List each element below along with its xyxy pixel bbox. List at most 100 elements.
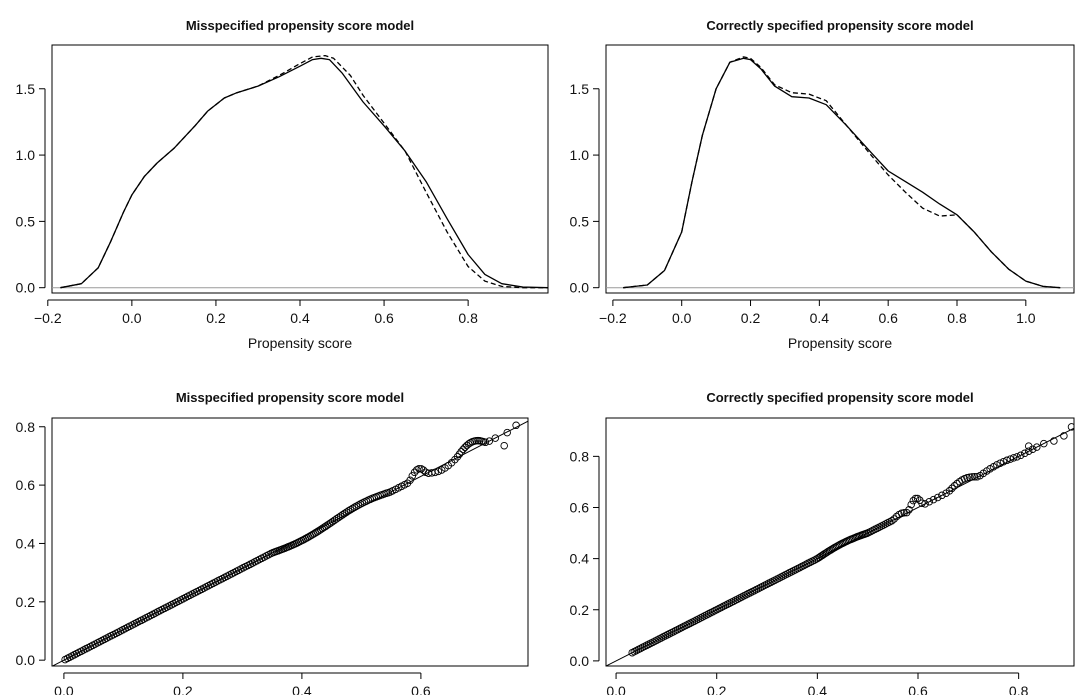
plot-frame: [605, 44, 1075, 294]
qq-point: [913, 494, 922, 503]
y-tick-label: 0.0: [16, 652, 36, 668]
x-tick-label: 0.8: [947, 310, 967, 326]
qq-point: [948, 484, 956, 493]
qq-point: [929, 495, 938, 504]
qq-point: [968, 473, 976, 481]
x-axis-label: Propensity score: [248, 335, 352, 351]
plot-frame: [51, 417, 529, 667]
qq-point: [431, 468, 439, 477]
qq-point: [1024, 442, 1033, 450]
y-tick-label: 0.8: [16, 419, 36, 435]
qq-point: [512, 421, 520, 430]
x-tick-label: 0.4: [290, 310, 310, 326]
qq-point: [328, 517, 337, 526]
qq-point: [1020, 449, 1029, 458]
qq-point: [918, 499, 926, 507]
y-tick-label: 1.5: [570, 81, 590, 97]
x-tick-label: 0.2: [206, 310, 226, 326]
qq-point: [491, 434, 500, 442]
qq-point: [327, 519, 335, 527]
qq-point: [970, 473, 979, 481]
x-tick-label: 0.4: [808, 683, 828, 695]
panel-qq-correct: Correctly specified propensity score mod…: [570, 390, 1075, 695]
density-line-dashed: [623, 56, 1061, 289]
qq-point: [1003, 456, 1011, 465]
density-line-dashed: [60, 54, 548, 289]
qq-point: [1006, 455, 1015, 463]
qq-point: [1016, 451, 1025, 460]
density-line-solid: [60, 57, 548, 289]
qq-point: [350, 503, 359, 512]
qq-point: [336, 512, 345, 520]
qq-point: [729, 597, 738, 605]
qq-point: [330, 516, 339, 524]
y-tick-label: 0.5: [16, 213, 36, 229]
qq-point: [933, 493, 942, 502]
qq-point: [1033, 443, 1041, 451]
qq-point: [996, 459, 1004, 467]
plot-frame: [51, 44, 549, 294]
panel-title: Correctly specified propensity score mod…: [706, 18, 973, 33]
qq-point: [762, 580, 771, 589]
qq-point: [750, 586, 759, 595]
y-tick-label: 0.6: [16, 477, 36, 493]
x-tick-label: 0.4: [292, 683, 312, 695]
x-tick-label: 0.8: [1009, 683, 1029, 695]
qq-point: [332, 515, 341, 523]
qq-point: [406, 476, 414, 484]
x-tick-label: 0.4: [810, 310, 830, 326]
qq-point: [410, 468, 419, 477]
qq-point: [965, 473, 974, 481]
y-tick-label: 1.0: [570, 147, 590, 163]
qq-point: [717, 603, 725, 612]
y-tick-label: 0.2: [570, 602, 590, 618]
x-tick-label: 0.0: [122, 310, 142, 326]
density-line-solid: [623, 57, 1061, 289]
qq-point: [1050, 437, 1058, 445]
x-tick-label: 0.2: [173, 683, 193, 695]
qq-point: [338, 511, 347, 519]
qq-point: [950, 482, 959, 490]
qq-point: [457, 447, 465, 456]
qq-point: [342, 508, 351, 516]
qq-point: [690, 617, 699, 625]
y-tick-label: 1.0: [16, 147, 36, 163]
y-tick-label: 0.0: [16, 280, 36, 296]
panel-title: Correctly specified propensity score mod…: [706, 390, 973, 405]
qq-point: [636, 644, 645, 653]
x-tick-label: −0.2: [34, 310, 62, 326]
y-tick-label: 0.8: [570, 448, 590, 464]
panel-title: Misspecified propensity score model: [186, 18, 414, 33]
panel-density-correct: Correctly specified propensity score mod…: [570, 18, 1075, 351]
qq-point: [709, 607, 717, 616]
qq-point: [1024, 447, 1033, 455]
qq-point: [1060, 432, 1068, 440]
qq-point: [911, 494, 920, 503]
qq-point: [783, 570, 792, 578]
qq-point: [802, 560, 810, 569]
qq-point: [953, 479, 961, 488]
qq-point: [354, 501, 363, 509]
qq-point: [352, 502, 361, 510]
qq-point: [888, 517, 896, 525]
qq-point: [415, 464, 423, 473]
x-tick-label: 0.6: [878, 310, 898, 326]
panel-qq-misspecified: Misspecified propensity score model 0.0 0…: [16, 390, 529, 695]
qq-point: [999, 457, 1008, 466]
qq-point: [938, 491, 946, 500]
qq-point: [455, 450, 464, 458]
qq-point: [921, 500, 929, 508]
qq-point: [500, 441, 508, 450]
panel-title: Misspecified propensity score model: [176, 390, 404, 405]
panel-density-misspecified: Misspecified propensity score model Prop…: [16, 18, 549, 351]
plot-frame: [605, 417, 1075, 667]
y-tick-label: 0.0: [570, 280, 590, 296]
qq-point: [485, 437, 494, 445]
qq-point: [925, 497, 934, 506]
qq-point: [334, 513, 343, 522]
qq-point: [890, 515, 898, 523]
y-tick-label: 0.4: [570, 551, 590, 567]
qq-point: [945, 487, 954, 495]
qq-point: [1013, 453, 1021, 461]
